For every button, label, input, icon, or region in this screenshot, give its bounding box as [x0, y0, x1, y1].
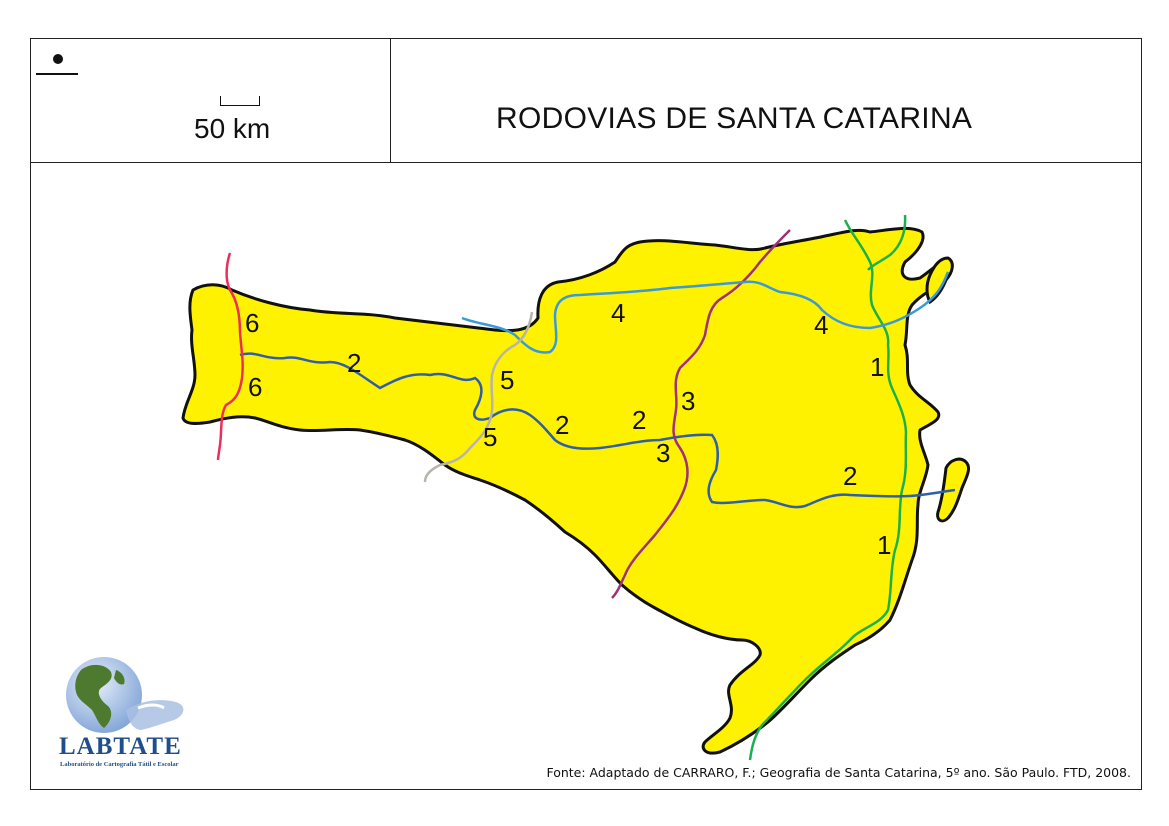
north-arrow-line [36, 73, 78, 75]
state-outline [181, 226, 949, 755]
road-2 [239, 352, 956, 509]
island-north [925, 256, 954, 305]
road-label-1a: 1 [870, 352, 884, 382]
logo-subtitle: Laboratório de Cartografia Tátil e Escol… [60, 761, 179, 768]
road-1-branch [867, 214, 907, 271]
road-label-6b: 6 [248, 372, 262, 402]
road-6 [216, 252, 244, 461]
road-label-4b: 4 [814, 310, 828, 340]
road-label-3a: 3 [681, 386, 695, 416]
scale-label: 50 km [194, 113, 271, 144]
road-4 [461, 271, 950, 354]
road-label-2d: 2 [843, 461, 857, 491]
header-row [30, 38, 1142, 163]
map-title: RODOVIAS DE SANTA CATARINA [496, 102, 973, 135]
road-label-6a: 6 [245, 308, 259, 338]
road-label-2a: 2 [347, 348, 361, 378]
map-frame [30, 38, 1142, 790]
road-label-5a: 5 [500, 365, 514, 395]
road-5 [423, 311, 534, 483]
road-label-3b: 3 [656, 438, 670, 468]
road-label-5b: 5 [483, 422, 497, 452]
north-arrow-icon [53, 54, 63, 64]
road-1 [748, 219, 908, 761]
globe-hand-icon [66, 657, 184, 733]
logo-name: LABTATE [59, 733, 182, 760]
road-label-2b: 2 [555, 410, 569, 440]
road-label-1b: 1 [877, 530, 891, 560]
scale-bar [220, 96, 260, 106]
road-3 [611, 229, 791, 599]
source-citation: Fonte: Adaptado de CARRARO, F.; Geografi… [546, 765, 1131, 780]
header-divider [390, 38, 391, 163]
road-label-2c: 2 [632, 405, 646, 435]
road-label-4a: 4 [611, 298, 625, 328]
